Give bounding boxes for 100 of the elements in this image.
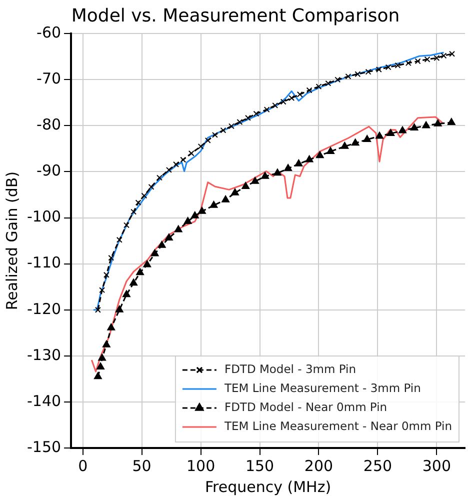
point xyxy=(261,172,270,179)
legend-label: FDTD Model - 3mm Pin xyxy=(224,362,356,376)
y-tick-label: -90 xyxy=(36,162,62,180)
point xyxy=(244,114,251,121)
point xyxy=(273,168,282,176)
point xyxy=(376,66,382,72)
point xyxy=(288,95,295,102)
y-tick-label: -130 xyxy=(26,346,62,364)
chart-title: Model vs. Measurement Comparison xyxy=(71,5,400,26)
point xyxy=(102,340,110,348)
point xyxy=(94,306,101,313)
point xyxy=(434,119,442,126)
point xyxy=(280,98,286,105)
point xyxy=(345,73,352,80)
point xyxy=(94,372,102,380)
point xyxy=(198,143,204,150)
x-tick-label: 0 xyxy=(78,456,88,475)
point xyxy=(198,206,206,214)
point xyxy=(148,184,154,190)
point xyxy=(306,87,312,94)
point xyxy=(440,52,447,59)
point xyxy=(103,272,110,278)
point xyxy=(316,151,324,158)
x-tick-label: 200 xyxy=(304,456,334,475)
y-axis-title: Realized Gain (dB) xyxy=(2,171,21,310)
point xyxy=(385,64,392,70)
x-tick-label: 300 xyxy=(422,456,452,475)
point xyxy=(354,71,361,78)
point xyxy=(376,132,384,139)
point xyxy=(236,119,243,125)
point xyxy=(210,200,218,208)
point xyxy=(143,260,152,268)
point xyxy=(386,129,395,136)
legend-label: FDTD Model - Near 0mm Pin xyxy=(224,400,388,414)
point xyxy=(96,362,104,370)
point xyxy=(398,126,406,134)
point xyxy=(449,50,455,57)
point xyxy=(242,182,250,189)
point xyxy=(414,58,421,64)
point xyxy=(253,110,260,117)
point xyxy=(188,150,194,156)
point xyxy=(251,176,260,184)
legend-label: TEM Line Measurement - 3mm Pin xyxy=(223,380,421,395)
point xyxy=(184,216,192,224)
point xyxy=(116,236,122,243)
point xyxy=(264,106,270,113)
point xyxy=(166,166,172,173)
y-tick-label: -100 xyxy=(26,208,62,226)
point xyxy=(284,164,292,172)
point xyxy=(222,195,230,202)
point xyxy=(434,55,440,61)
point xyxy=(122,290,130,298)
point xyxy=(422,121,430,128)
point xyxy=(174,225,182,232)
point xyxy=(351,138,360,146)
point xyxy=(204,137,211,144)
point xyxy=(124,222,130,228)
point xyxy=(141,192,148,199)
point xyxy=(220,127,226,134)
x-tick-label: 250 xyxy=(363,456,392,475)
point xyxy=(325,80,332,86)
point xyxy=(231,188,239,196)
point xyxy=(108,254,114,261)
point xyxy=(136,268,144,276)
x-tick-label: 150 xyxy=(245,456,274,475)
point xyxy=(424,56,430,62)
point xyxy=(296,91,303,98)
point xyxy=(107,323,116,330)
point xyxy=(130,208,137,215)
x-axis-title: Frequency (MHz) xyxy=(204,478,332,496)
point xyxy=(99,287,106,294)
x-tick-label: 100 xyxy=(186,456,216,475)
point xyxy=(272,102,278,108)
point xyxy=(98,354,106,361)
y-tick-label: -150 xyxy=(26,438,62,456)
point xyxy=(363,135,372,142)
point xyxy=(334,76,341,83)
point xyxy=(228,123,234,130)
point xyxy=(180,156,186,163)
point xyxy=(447,118,456,125)
point xyxy=(365,68,372,75)
y-tick-label: -110 xyxy=(26,254,62,272)
y-tick-label: -60 xyxy=(36,23,62,42)
point xyxy=(326,146,334,154)
point xyxy=(130,278,138,286)
y-tick-label: -80 xyxy=(36,116,62,134)
legend-label: TEM Line Measurement - Near 0mm Pin xyxy=(223,418,452,433)
point xyxy=(212,132,218,138)
point xyxy=(294,159,303,166)
point xyxy=(115,305,124,312)
point xyxy=(305,155,314,162)
point xyxy=(190,211,199,218)
point xyxy=(173,161,179,168)
y-tick-label: -120 xyxy=(26,300,62,318)
point xyxy=(405,60,412,66)
point xyxy=(158,240,166,248)
point xyxy=(156,174,162,181)
x-tick-label: 50 xyxy=(132,456,152,475)
y-tick-label: -70 xyxy=(36,70,62,88)
point xyxy=(135,200,142,206)
